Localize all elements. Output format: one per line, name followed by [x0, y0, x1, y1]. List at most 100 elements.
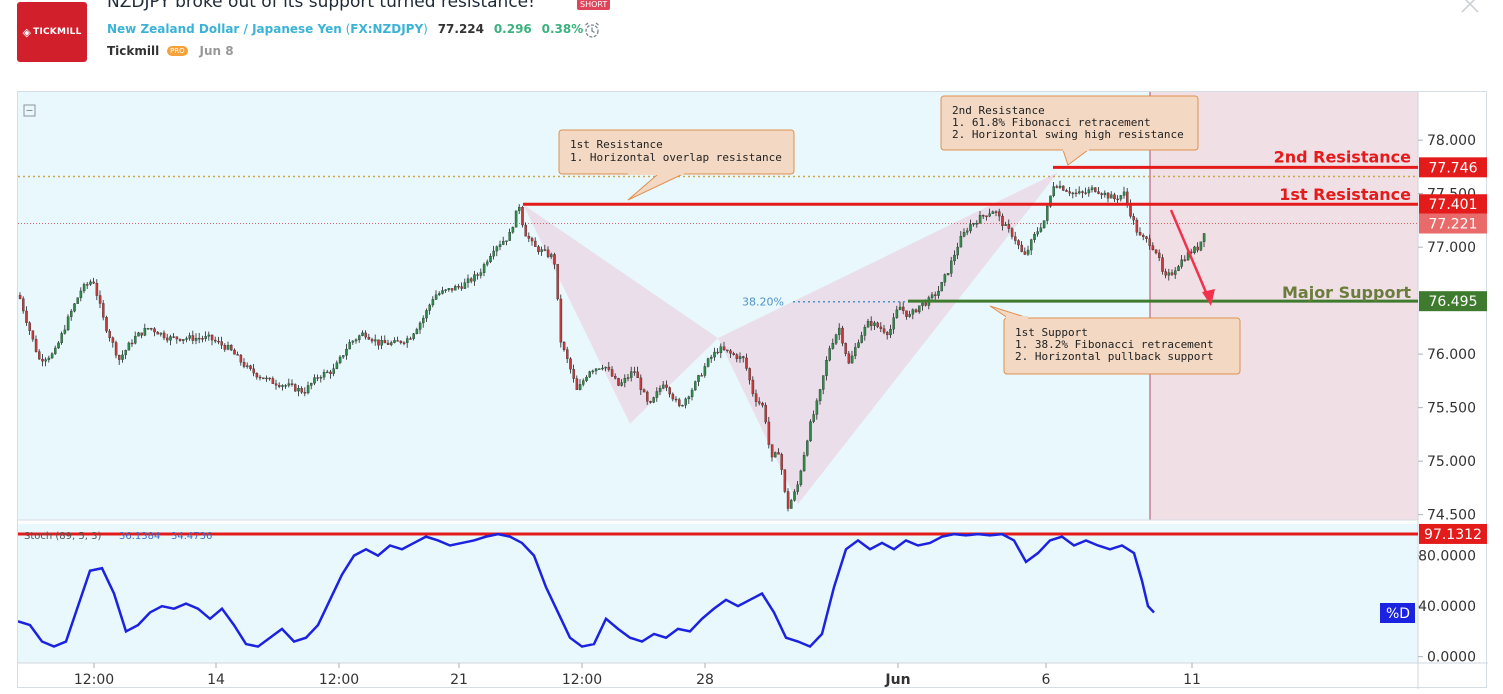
- candle: [351, 340, 355, 345]
- candle: [217, 336, 220, 345]
- candle: [790, 498, 793, 509]
- stochastic-d-line: [17, 532, 1155, 649]
- candle: [479, 268, 483, 279]
- candle: [633, 366, 636, 376]
- time-tick-label: Jun: [884, 672, 910, 688]
- candle: [1010, 227, 1014, 240]
- candle: [639, 374, 643, 395]
- candle: [422, 315, 425, 328]
- callout-first-resistance[interactable]: 1st Resistance 1. Horizontal overlap res…: [558, 129, 795, 201]
- candle: [303, 387, 307, 397]
- candle: [1042, 220, 1046, 229]
- candle: [473, 270, 476, 286]
- candle: [153, 327, 156, 337]
- symbol-name-link[interactable]: New Zealand Dollar / Japanese Yen: [107, 22, 342, 36]
- callout-line: 1. 61.8% Fibonacci retracement: [952, 116, 1151, 129]
- candle: [591, 369, 595, 375]
- candle: [806, 439, 809, 457]
- candle: [502, 236, 505, 246]
- tickmill-logo[interactable]: ◈ TICKMILL: [17, 2, 87, 62]
- candle: [972, 222, 975, 227]
- candle: [262, 377, 265, 380]
- candle: [284, 384, 287, 389]
- price-chart[interactable]: 78.00077.50077.00076.00075.50075.00074.5…: [17, 92, 1488, 689]
- time-tick-label: 12:00: [319, 672, 359, 688]
- candle: [255, 372, 259, 380]
- candle: [335, 360, 339, 370]
- time-axis[interactable]: 12:00 14 12:00 21 12:00 28 Jun 6 11: [74, 663, 1201, 688]
- candle: [921, 302, 924, 311]
- candle: [809, 419, 812, 442]
- callout-title: 1st Support: [1015, 326, 1088, 339]
- candle: [937, 285, 940, 299]
- candle: [838, 323, 841, 340]
- candle: [178, 338, 182, 342]
- candle: [841, 325, 844, 347]
- candle: [86, 282, 89, 289]
- candle: [850, 350, 854, 364]
- candle: [57, 341, 60, 349]
- candle: [329, 369, 332, 379]
- svg-text:%D: %D: [1386, 606, 1410, 622]
- candle: [742, 355, 745, 363]
- candle: [1177, 264, 1180, 272]
- candle: [358, 334, 361, 343]
- candle: [642, 388, 646, 393]
- forecast-arrow: [1169, 209, 1215, 306]
- candle: [623, 374, 627, 388]
- symbol-code-link[interactable]: FX:NZDJPY: [350, 22, 424, 36]
- callout-title: 2nd Resistance: [952, 104, 1045, 117]
- callout-first-support[interactable]: 1st Support 1. 38.2% Fibonacci retraceme…: [989, 305, 1241, 375]
- candle: [409, 336, 412, 340]
- candle: [162, 330, 166, 341]
- close-icon[interactable]: [1460, 0, 1480, 14]
- candle: [694, 380, 697, 391]
- candle: [230, 344, 233, 352]
- candle: [386, 339, 390, 346]
- candle: [361, 330, 364, 337]
- candle: [678, 397, 681, 408]
- candle: [799, 469, 803, 487]
- candle: [598, 368, 601, 370]
- candle: [815, 398, 819, 420]
- candle: [748, 367, 751, 385]
- candle: [1007, 219, 1011, 233]
- candle: [831, 338, 835, 350]
- candle: [1154, 249, 1158, 255]
- candle: [786, 488, 790, 512]
- candle: [185, 336, 188, 343]
- candle: [873, 320, 876, 330]
- candle: [1180, 255, 1183, 269]
- candle: [796, 481, 799, 495]
- candle: [521, 205, 524, 228]
- candle: [124, 349, 127, 360]
- candle: [546, 246, 550, 259]
- candle: [156, 331, 159, 335]
- candle: [1103, 190, 1107, 198]
- candle: [652, 396, 655, 404]
- candle: [978, 211, 982, 224]
- candle: [169, 334, 172, 346]
- alarm-clock-icon[interactable]: [583, 21, 601, 39]
- candle: [137, 331, 140, 337]
- time-tick-label: 21: [450, 672, 468, 688]
- candle: [242, 358, 246, 369]
- candle: [572, 364, 575, 383]
- candle: [998, 208, 1001, 222]
- callout-second-resistance[interactable]: 2nd Resistance 1. 61.8% Fibonacci retrac…: [940, 95, 1199, 166]
- collapse-pane-button[interactable]: [23, 104, 36, 117]
- candle: [674, 396, 678, 403]
- candle: [41, 354, 44, 367]
- candle: [1081, 190, 1084, 198]
- price-axis[interactable]: 78.00077.50077.00076.00075.50075.00074.5…: [1418, 133, 1476, 524]
- stoch-axis[interactable]: 80.0000 40.0000 0.0000: [1418, 549, 1476, 666]
- candle: [681, 404, 684, 407]
- candle: [297, 385, 300, 397]
- author-name[interactable]: Tickmill: [107, 44, 160, 58]
- chart-container[interactable]: 78.00077.50077.00076.00075.50075.00074.5…: [17, 91, 1488, 689]
- candle: [982, 214, 985, 220]
- short-badge: SHORT: [577, 0, 611, 10]
- candle: [482, 262, 486, 277]
- candle: [434, 290, 438, 301]
- candle: [31, 330, 35, 342]
